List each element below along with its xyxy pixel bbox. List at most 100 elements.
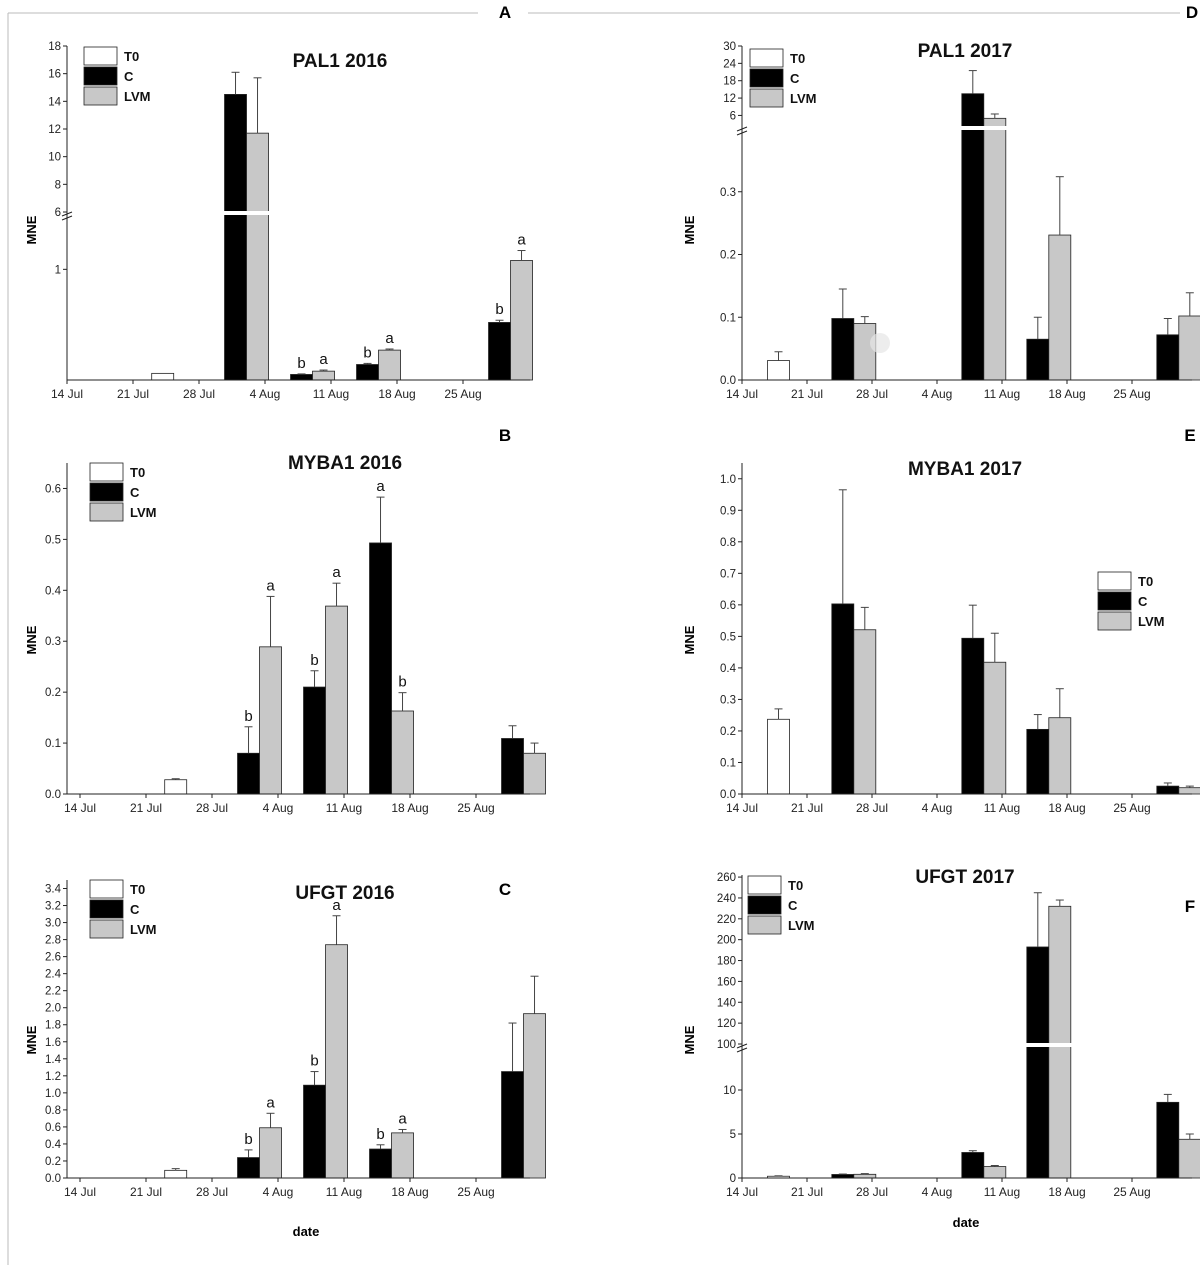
y-tick-label: 0.3 <box>720 187 736 199</box>
legend-label-c: C <box>130 485 140 500</box>
bar-lvm <box>1178 315 1200 381</box>
significance-letter: a <box>398 1110 407 1127</box>
x-tick-label: 14 Jul <box>726 387 758 401</box>
x-tick-label: 18 Aug <box>1048 1185 1085 1199</box>
x-tick-label: 18 Aug <box>391 801 428 815</box>
y-tick-label: 0.2 <box>45 1156 61 1168</box>
y-tick-label: 3.2 <box>45 901 61 913</box>
x-tick-label: 11 Aug <box>984 387 1020 401</box>
bar-c <box>237 752 260 795</box>
significance-letter: b <box>310 652 318 669</box>
bar-lvm <box>853 323 877 381</box>
legend-label-lvm: LVM <box>130 922 156 937</box>
legend-label-c: C <box>788 898 798 913</box>
bar-c <box>1156 1101 1180 1179</box>
y-axis-label: MNE <box>24 1025 39 1054</box>
significance-letter: b <box>363 344 371 361</box>
x-tick-label: 18 Aug <box>1048 801 1085 815</box>
x-tick-label: 21 Jul <box>791 1185 823 1199</box>
significance-letter: a <box>376 478 385 495</box>
y-tick-label: 160 <box>717 976 736 988</box>
legend-swatch-c <box>1097 591 1132 611</box>
chart-panel-f: UFGT 2017 F MNE date 14 Jul 21 Jul 28 Jul 4 Aug… <box>682 867 1200 1230</box>
significance-letter: a <box>385 330 394 347</box>
bar-lvm <box>259 646 282 795</box>
x-tick-label: 4 Aug <box>263 1185 294 1199</box>
panel-letter: E <box>1184 426 1195 445</box>
legend-label-t0: T0 <box>124 49 139 64</box>
y-tick-label: 0.9 <box>720 505 736 517</box>
y-tick-label: 1.2 <box>45 1071 61 1083</box>
chart-title: UFGT 2017 <box>915 867 1014 888</box>
y-tick-label: 0.5 <box>720 631 736 643</box>
bar-lvm <box>312 370 335 381</box>
y-tick-label: 6 <box>730 110 736 122</box>
bar-c <box>369 1148 392 1179</box>
y-tick-label: 3.0 <box>45 918 61 930</box>
bar-c <box>237 1157 260 1179</box>
x-tick-label: 21 Jul <box>791 387 823 401</box>
y-tick-label: 0.6 <box>45 1122 61 1134</box>
y-tick-label: 12 <box>48 124 61 136</box>
bar-lvm <box>983 1166 1007 1179</box>
y-tick-label: 180 <box>717 956 736 968</box>
chart-title: PAL1 2017 <box>918 41 1013 62</box>
bar-lvm <box>1178 787 1200 795</box>
x-tick-label: 18 Aug <box>1048 387 1085 401</box>
legend-label-t0: T0 <box>788 878 803 893</box>
legend-swatch-t0 <box>89 879 124 899</box>
significance-letter: b <box>310 1053 318 1070</box>
y-tick-label: 0.4 <box>45 585 62 597</box>
legend-swatch-lvm <box>89 919 124 939</box>
x-tick-label: 4 Aug <box>250 387 281 401</box>
bar-lvm <box>246 132 269 381</box>
bar-lvm <box>325 605 348 795</box>
x-tick-label: 11 Aug <box>984 1185 1020 1199</box>
legend: T0 C LVM <box>89 462 156 522</box>
x-tick-label: 14 Jul <box>51 387 83 401</box>
y-tick-label: 1.4 <box>45 1054 62 1066</box>
x-tick-label: 28 Jul <box>196 801 228 815</box>
bar-lvm <box>1048 717 1072 795</box>
legend-label-t0: T0 <box>130 465 145 480</box>
y-tick-label: 0 <box>730 1173 736 1185</box>
bar-t0 <box>164 1169 188 1179</box>
legend-label-lvm: LVM <box>1138 614 1164 629</box>
x-tick-label: 28 Jul <box>183 387 215 401</box>
legend-label-c: C <box>124 69 134 84</box>
bar-c <box>303 686 326 795</box>
legend-label-lvm: LVM <box>790 91 816 106</box>
significance-letter: a <box>319 351 328 368</box>
y-tick-label: 0.1 <box>45 738 61 750</box>
top-frame: A D <box>7 3 1198 1265</box>
y-axis-label: MNE <box>682 625 697 654</box>
legend-swatch-c <box>749 68 784 88</box>
chart-panel-e: MYBA1 2017 E MNE 14 Jul 21 Jul 28 Jul 4 Aug 11 … <box>682 426 1200 815</box>
bar-lvm <box>1178 1138 1200 1179</box>
bar-c <box>501 738 524 795</box>
y-tick-label: 1.6 <box>45 1037 61 1049</box>
y-tick-label: 0.0 <box>720 375 736 387</box>
legend-swatch-lvm <box>83 86 118 106</box>
y-tick-label: 0.0 <box>720 789 736 801</box>
bar-c <box>831 1174 855 1179</box>
y-axis-label: MNE <box>682 1025 697 1054</box>
axis-break-gap <box>68 211 529 215</box>
x-tick-label: 11 Aug <box>326 801 362 815</box>
y-tick-label: 0.1 <box>720 312 736 324</box>
legend-swatch-t0 <box>89 462 124 482</box>
legend-label-c: C <box>130 902 140 917</box>
bar-c <box>1156 334 1180 381</box>
y-tick-label: 0.6 <box>720 600 736 612</box>
legend-swatch-lvm <box>749 88 784 108</box>
legend: T0 C LVM <box>747 875 814 935</box>
bar-c <box>356 364 379 381</box>
bar-c <box>961 93 985 381</box>
legend-swatch-lvm <box>89 502 124 522</box>
x-tick-label: 28 Jul <box>856 1185 888 1199</box>
chart-title: UFGT 2016 <box>295 883 394 904</box>
legend-label-t0: T0 <box>130 882 145 897</box>
